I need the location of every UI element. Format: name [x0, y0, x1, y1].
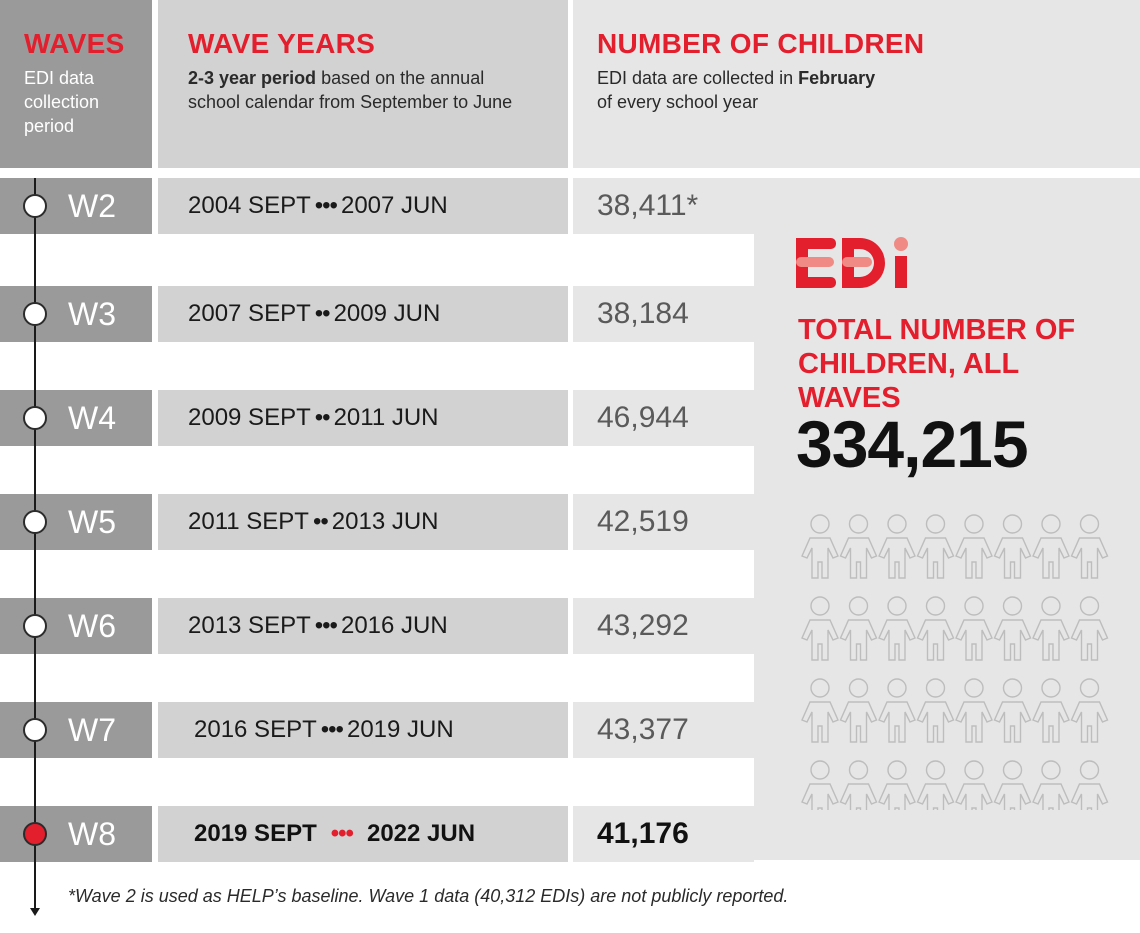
children-count-cell: 38,411*: [573, 178, 754, 234]
child-icon: [993, 514, 1032, 579]
total-number: 334,215: [796, 407, 1029, 481]
wave-label: W8: [68, 816, 116, 852]
dots-separator: •••: [314, 612, 338, 639]
child-icon: [1070, 760, 1109, 825]
child-icon: [1070, 596, 1109, 661]
wave-label: W5: [68, 504, 116, 540]
child-icon: [801, 760, 839, 825]
timeline-node-icon: [23, 406, 47, 430]
waves-title: WAVES: [24, 28, 125, 59]
child-icon: [878, 596, 916, 661]
timeline-arrow-icon: [30, 908, 40, 916]
wave-label: W2: [68, 188, 116, 224]
waves-subtitle: EDI data collection period: [24, 68, 100, 136]
child-icon: [993, 760, 1032, 825]
timeline-node-icon: [23, 822, 47, 846]
dots-separator: ••: [314, 300, 331, 327]
wave-label: W4: [68, 400, 116, 436]
child-icon: [801, 678, 839, 743]
child-icon: [993, 596, 1032, 661]
child-icon: [1032, 514, 1070, 579]
footnote: *Wave 2 is used as HELP’s baseline. Wave…: [68, 886, 789, 906]
wave-years-title: WAVE YEARS: [188, 28, 376, 59]
child-icon: [1032, 596, 1070, 661]
child-icon: [955, 596, 993, 661]
child-icon: [839, 760, 878, 825]
timeline-node-icon: [23, 302, 47, 326]
wave-years-header: WAVE YEARS 2-3 year period based on the …: [158, 0, 568, 168]
wave-label: W7: [68, 712, 116, 748]
timeline-node-icon: [23, 718, 47, 742]
timeline-line: [34, 178, 36, 913]
children-icon-grid: [796, 510, 1116, 825]
timeline-node-icon: [23, 194, 47, 218]
children-count-cell: 38,184: [573, 286, 754, 342]
child-icon: [878, 514, 916, 579]
child-icon: [839, 678, 878, 743]
child-icon: [839, 596, 878, 661]
wave-years-cell: 2011 SEPT •• 2013 JUN: [158, 494, 568, 550]
wave-years-text: 2016 SEPT ••• 2019 JUN: [194, 716, 454, 743]
wave-years-text: 2019 SEPT ••• 2022 JUN: [194, 820, 476, 847]
timeline-node-icon: [23, 510, 47, 534]
children-count: 41,176: [597, 817, 689, 850]
child-icon: [955, 760, 993, 825]
wave-years-text: 2004 SEPT ••• 2007 JUN: [188, 192, 448, 219]
dots-separator: •••: [330, 820, 354, 847]
wave-years-cell: 2007 SEPT •• 2009 JUN: [158, 286, 568, 342]
total-title: TOTAL NUMBER OF CHILDREN, ALL WAVES: [798, 314, 1076, 414]
child-icon: [916, 596, 955, 661]
children-title: NUMBER OF CHILDREN: [597, 28, 925, 59]
children-header: NUMBER OF CHILDREN EDI data are collecte…: [573, 0, 1140, 168]
child-icon: [916, 514, 955, 579]
dots-separator: •••: [314, 192, 338, 219]
wave-years-text: 2011 SEPT •• 2013 JUN: [188, 508, 439, 535]
child-icon: [955, 678, 993, 743]
children-count: 42,519: [597, 505, 689, 538]
wave-years-text: 2009 SEPT •• 2011 JUN: [188, 404, 439, 431]
wave-label: W6: [68, 608, 116, 644]
child-icon: [955, 514, 993, 579]
child-icon: [878, 760, 916, 825]
wave-years-cell: 2016 SEPT ••• 2019 JUN: [158, 702, 568, 758]
child-icon: [878, 678, 916, 743]
child-icon: [1070, 678, 1109, 743]
child-icon: [1070, 514, 1109, 579]
child-icon: [1032, 678, 1070, 743]
children-count: 43,292: [597, 609, 689, 642]
children-count: 38,411*: [597, 189, 699, 222]
waves-header: WAVES EDI data collection period: [0, 0, 152, 168]
children-count-cell: 43,292: [573, 598, 754, 654]
child-icon: [916, 760, 955, 825]
dots-separator: ••: [312, 508, 329, 535]
child-icon: [916, 678, 955, 743]
dots-separator: ••: [314, 404, 331, 431]
summary-panel: TOTAL NUMBER OF CHILDREN, ALL WAVES 334,…: [754, 178, 1140, 860]
children-count: 46,944: [597, 401, 689, 434]
wave-years-text: 2013 SEPT ••• 2016 JUN: [188, 612, 448, 639]
child-icon: [839, 514, 878, 579]
wave-years-cell: 2019 SEPT ••• 2022 JUN: [158, 806, 568, 862]
child-icon: [801, 514, 839, 579]
children-count-cell: 43,377: [573, 702, 754, 758]
edi-logo: [796, 236, 916, 297]
child-icon: [1032, 760, 1070, 825]
children-count-cell: 46,944: [573, 390, 754, 446]
children-count: 43,377: [597, 713, 689, 746]
child-icon: [801, 596, 839, 661]
children-subtitle: EDI data are collected in February of ev…: [597, 68, 876, 112]
wave-years-cell: 2013 SEPT ••• 2016 JUN: [158, 598, 568, 654]
children-count-cell: 41,176: [573, 806, 754, 862]
wave-years-text: 2007 SEPT •• 2009 JUN: [188, 300, 441, 327]
wave-years-subtitle: 2-3 year period based on the annual scho…: [188, 68, 513, 112]
wave-years-cell: 2004 SEPT ••• 2007 JUN: [158, 178, 568, 234]
timeline-node-icon: [23, 614, 47, 638]
child-icon: [993, 678, 1032, 743]
wave-cell: W8: [0, 806, 152, 862]
wave-years-cell: 2009 SEPT •• 2011 JUN: [158, 390, 568, 446]
dots-separator: •••: [320, 716, 344, 743]
wave-label: W3: [68, 296, 116, 332]
children-count: 38,184: [597, 297, 689, 330]
children-count-cell: 42,519: [573, 494, 754, 550]
